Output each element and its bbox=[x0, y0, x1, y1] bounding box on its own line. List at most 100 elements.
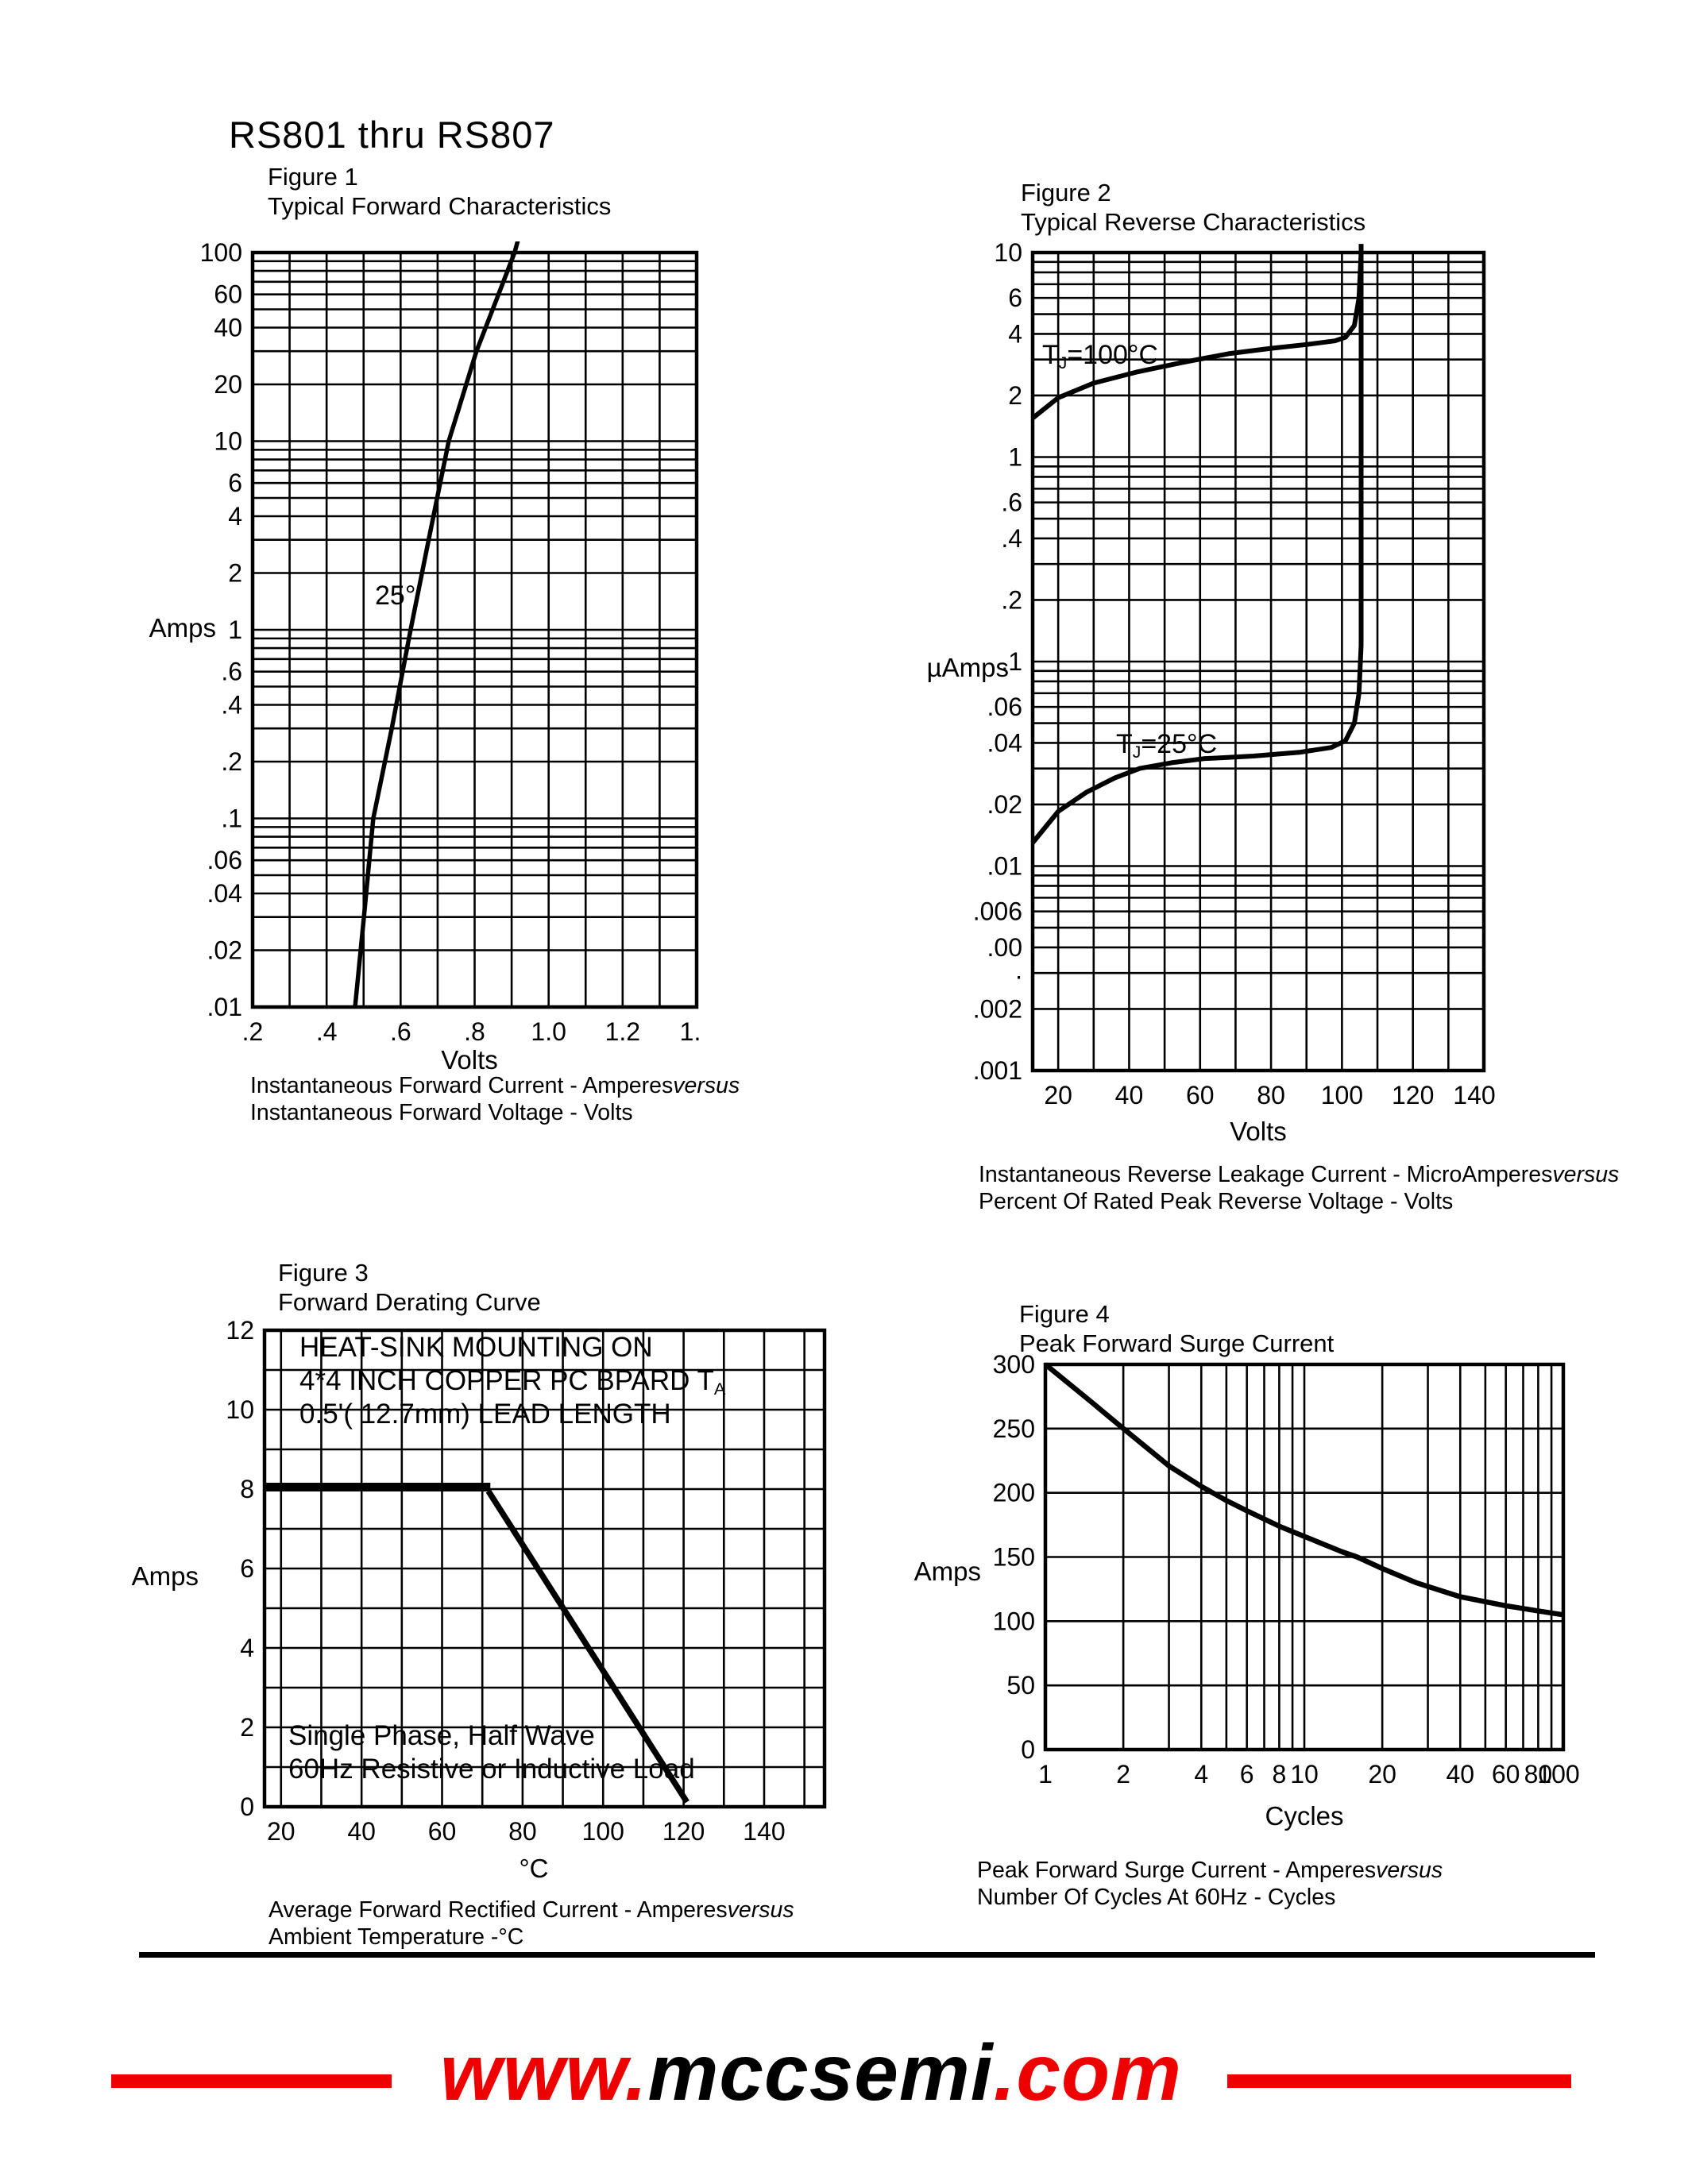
caption-line: Ambient Temperature -°C bbox=[268, 1924, 524, 1950]
y-tick-label: 0 bbox=[240, 1792, 254, 1821]
y-tick-label: 0 bbox=[1021, 1735, 1035, 1764]
x-tick-label: .4 bbox=[316, 1017, 338, 1046]
y-tick-label: 300 bbox=[993, 1350, 1035, 1379]
plot-border bbox=[262, 1328, 827, 1809]
figure4-title: Peak Forward Surge Current bbox=[1019, 1329, 1335, 1357]
x-tick-label: 8 bbox=[1273, 1760, 1287, 1788]
y-tick-label: .4 bbox=[1001, 524, 1022, 553]
y-tick-label: .02 bbox=[207, 936, 242, 965]
figure4-label: Figure 4 bbox=[1019, 1300, 1110, 1328]
chart-annotation: TJ=25°C bbox=[1116, 729, 1218, 762]
y-tick-label: 60 bbox=[214, 280, 242, 309]
y-tick-label: .002 bbox=[973, 994, 1022, 1023]
x-tick-label: 20 bbox=[1368, 1760, 1396, 1788]
y-tick-label: .2 bbox=[221, 747, 242, 776]
figure3-y-unit: Amps bbox=[131, 1561, 199, 1591]
y-tick-label: 6 bbox=[1008, 284, 1022, 312]
plot-border bbox=[250, 250, 699, 1009]
x-tick-label: 6 bbox=[1240, 1760, 1254, 1788]
x-tick-label: 1. bbox=[680, 1017, 701, 1046]
y-tick-label: 1 bbox=[1008, 443, 1022, 472]
plot-border bbox=[1043, 1362, 1566, 1752]
x-tick-label: 60 bbox=[428, 1817, 457, 1846]
x-tick-label: 120 bbox=[1392, 1081, 1434, 1109]
figure3-label: Figure 3 bbox=[278, 1259, 369, 1287]
y-tick-label: 6 bbox=[228, 469, 242, 497]
y-tick-label: 2 bbox=[1008, 381, 1022, 410]
x-tick-label: 140 bbox=[1453, 1081, 1495, 1109]
x-tick-label: .8 bbox=[464, 1017, 485, 1046]
figure2-label: Figure 2 bbox=[1021, 179, 1111, 206]
x-tick-label: 40 bbox=[347, 1817, 376, 1846]
plot-border bbox=[1030, 250, 1486, 1073]
series-derating-slope bbox=[485, 1489, 689, 1804]
y-tick-label: .2 bbox=[1001, 585, 1022, 614]
caption-line: Instantaneous Forward Voltage - Volts bbox=[250, 1100, 633, 1125]
y-tick-label: 100 bbox=[200, 238, 242, 267]
y-tick-label: .02 bbox=[987, 790, 1022, 819]
chart-annotation: 0.5'( 12.7mm) LEAD LENGTH bbox=[299, 1399, 671, 1430]
y-tick-label: 50 bbox=[1006, 1671, 1035, 1700]
x-tick-label: 40 bbox=[1446, 1760, 1474, 1788]
caption-line: Instantaneous Forward Current - Amperesv… bbox=[250, 1073, 740, 1098]
y-tick-label: 4 bbox=[228, 502, 242, 531]
figure1-caption: Instantaneous Forward Current - Amperesv… bbox=[250, 1072, 740, 1126]
chart-annotation: TJ=100°C bbox=[1042, 340, 1159, 372]
y-tick-label: .06 bbox=[207, 846, 242, 874]
x-tick-label: 140 bbox=[743, 1817, 785, 1846]
logo-left-bar bbox=[111, 2074, 392, 2088]
y-tick-label: 4 bbox=[240, 1634, 254, 1662]
x-tick-label: 20 bbox=[267, 1817, 295, 1846]
x-tick-label: 1.2 bbox=[605, 1017, 640, 1046]
y-tick-label: .01 bbox=[987, 852, 1022, 881]
y-tick-label: 1 bbox=[228, 615, 242, 644]
y-tick-label: 10 bbox=[214, 427, 242, 456]
figure2-caption: Instantaneous Reverse Leakage Current - … bbox=[979, 1161, 1619, 1215]
chart-annotation: 60Hz Resistive or Inductive Load bbox=[288, 1754, 695, 1785]
chart-annotation: Single Phase, Half Wave bbox=[288, 1720, 595, 1751]
x-tick-label: 4 bbox=[1194, 1760, 1208, 1788]
y-tick-label: .06 bbox=[987, 693, 1022, 721]
figure1-label: Figure 1 bbox=[268, 163, 358, 191]
x-tick-label: 80 bbox=[1524, 1760, 1553, 1788]
logo-domain: mccsemi bbox=[647, 2028, 994, 2117]
x-tick-label: 40 bbox=[1115, 1081, 1144, 1109]
y-tick-label: .01 bbox=[207, 993, 242, 1021]
figure1-heading: Figure 1 Typical Forward Characteristics bbox=[268, 162, 611, 221]
y-tick-label: .1 bbox=[221, 805, 242, 833]
chart-annotation: HEAT-SINK MOUNTING ON bbox=[299, 1332, 653, 1363]
y-tick-label: 100 bbox=[993, 1607, 1035, 1635]
figure3-caption: Average Forward Rectified Current - Ampe… bbox=[268, 1897, 794, 1951]
x-tick-label: 10 bbox=[1290, 1760, 1319, 1788]
y-tick-label: .04 bbox=[207, 879, 242, 908]
y-tick-label: 4 bbox=[1008, 319, 1022, 348]
figure4-caption: Peak Forward Surge Current - Amperesvers… bbox=[977, 1857, 1443, 1911]
y-tick-label: .6 bbox=[221, 658, 242, 686]
y-tick-label: 20 bbox=[214, 370, 242, 399]
chart-annotation: 25° bbox=[375, 581, 416, 611]
figure2-y-unit: µAmps bbox=[926, 653, 1009, 682]
mccsemi-logo: www.mccsemi.com bbox=[393, 2028, 1229, 2119]
x-tick-label: 60 bbox=[1492, 1760, 1520, 1788]
series-TJ-25C bbox=[1030, 244, 1364, 845]
series-TJ-100C bbox=[1031, 244, 1364, 420]
caption-line: Percent Of Rated Peak Reverse Voltage - … bbox=[979, 1189, 1454, 1214]
y-tick-label: .1 bbox=[1001, 647, 1022, 676]
x-tick-label: .6 bbox=[390, 1017, 411, 1046]
x-tick-label: 1.0 bbox=[531, 1017, 566, 1046]
figure1-x-unit: Volts bbox=[441, 1045, 498, 1075]
x-tick-label: 20 bbox=[1044, 1081, 1072, 1109]
logo-right-bar bbox=[1227, 2074, 1571, 2088]
y-tick-label: 10 bbox=[994, 238, 1022, 267]
y-tick-label: .001 bbox=[973, 1056, 1022, 1085]
y-tick-label: 150 bbox=[993, 1543, 1035, 1572]
x-tick-label: 120 bbox=[662, 1817, 705, 1846]
figure2-heading: Figure 2 Typical Reverse Characteristics bbox=[1021, 178, 1365, 237]
figure4-y-unit: Amps bbox=[914, 1557, 981, 1586]
chart-figure-2: 20 40 60 80 100 120 140 10 6 4 2 1 .6 .4 .2 .1 .06 .04 .02… bbox=[973, 238, 1496, 1109]
bottom-rule bbox=[139, 1952, 1595, 1958]
y-tick-label: 2 bbox=[240, 1713, 254, 1742]
x-tick-label: 100 bbox=[582, 1817, 624, 1846]
